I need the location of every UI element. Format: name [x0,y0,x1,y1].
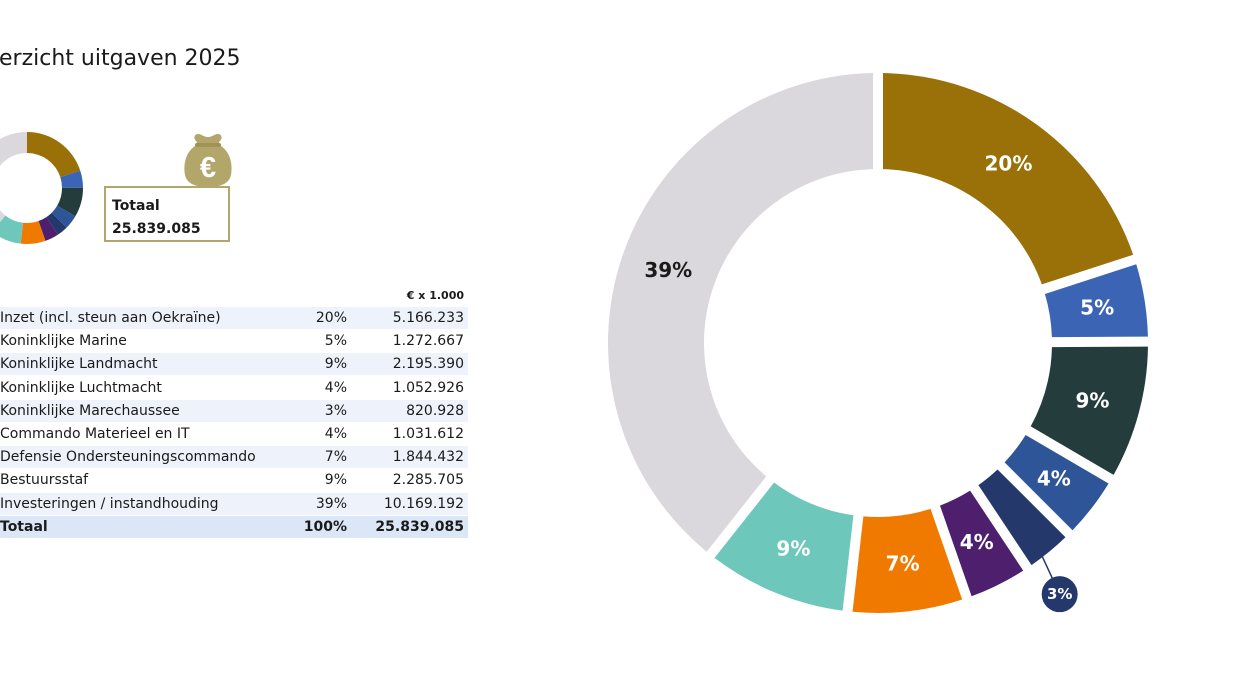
row-pct: 3% [324,402,347,419]
slice-label: 20% [985,151,1033,175]
unit-label: € x 1.000 [406,289,464,302]
slice-label: 3% [1047,585,1072,603]
slice-8 [0,132,27,223]
row-name: Koninklijke Luchtmacht [0,379,162,396]
row-amount: 820.928 [406,402,464,419]
row-pct: 9% [324,356,347,373]
table-row: Koninklijke Luchtmacht 4% 1.052.926 [0,377,468,399]
slice-3 [51,205,76,228]
slice-5 [38,217,58,241]
euro-symbol: € [200,152,216,184]
slice-6 [852,508,963,613]
table-header: € x 1.000 [0,287,468,307]
row-name: Investeringen / instandhouding [0,495,219,512]
row-pct: 7% [324,449,347,466]
row-name: Koninklijke Marechaussee [0,402,180,419]
row-amount: 5.166.233 [392,310,464,326]
main-donut-chart: 20% 5% 9% 4% 3% 4% 7% 9% 39% [608,73,1148,613]
table-row: Bestuursstaf 9% 2.285.705 [0,469,468,491]
slice-2 [1030,346,1148,475]
row-amount: 1.031.612 [392,425,464,442]
table-row: Koninklijke Landmacht 9% 2.195.390 [0,353,468,376]
table-total-row: Totaal 100% 25.839.085 [0,515,468,538]
slice-5 [939,490,1024,597]
slice-4 [46,212,67,235]
total-value: 25.839.085 [112,221,201,237]
slice-7 [0,215,24,244]
total-row-amount: 25.839.085 [375,518,464,535]
row-pct: 5% [324,333,347,350]
slice-1 [1044,264,1148,338]
slice-label: 39% [644,258,692,282]
row-name: Defensie Ondersteuningscommando [0,449,256,466]
slice-label: 7% [886,552,920,576]
slice-8 [608,73,874,552]
table-row: Inzet (incl. steun aan Oekraïne) 20% 5.166… [0,307,468,329]
slice-2 [57,187,83,217]
row-name: Bestuursstaf [0,472,89,489]
slice-3 [1004,435,1109,531]
slice-1 [60,170,83,188]
expenditure-table: € x 1.000 Inzet (incl. steun aan Oekraïn… [0,287,468,539]
row-pct: 9% [324,472,347,489]
label-bubble [1041,576,1078,613]
slice-0 [882,73,1134,285]
total-label: Totaal [112,198,160,214]
slice-label: 5% [1080,296,1114,320]
row-amount: 1.272.667 [392,333,464,350]
row-pct: 39% [315,495,347,512]
row-amount: 2.195.390 [392,356,464,373]
row-amount: 1.052.926 [392,379,464,396]
row-pct: 4% [324,425,347,442]
row-name: Commando Materieel en IT [0,425,190,442]
row-amount: 1.844.432 [392,449,464,466]
table-row: Koninklijke Marechaussee 3% 820.928 [0,399,468,422]
table-row: Defensie Ondersteuningscommando 7% 1.844.4… [0,446,468,469]
row-pct: 20% [315,310,347,326]
slice-0 [27,132,81,178]
row-name: Koninklijke Marine [0,333,127,350]
row-name: Inzet (incl. steun aan Oekraïne) [0,310,221,326]
slice-4 [978,469,1066,566]
table-row: Commando Materieel en IT 4% 1.031.612 [0,423,468,445]
row-amount: 2.285.705 [392,472,464,489]
slice-label: 9% [776,536,810,560]
page-title: verzicht uitgaven 2025 [0,46,241,71]
slice-label: 4% [960,530,994,554]
total-row-pct: 100% [303,518,347,535]
slice-label: 9% [1075,388,1109,412]
row-pct: 4% [324,379,347,396]
table-row: Investeringen / instandhouding 39% 10.169.… [0,492,468,515]
slice-label: 4% [1037,467,1071,491]
row-amount: 10.169.192 [383,495,464,512]
table-row: Koninklijke Marine 5% 1.272.667 [0,330,468,352]
table-body: Inzet (incl. steun aan Oekraïne) 20% 5.166… [0,307,468,515]
total-row-name: Totaal [0,518,48,535]
row-name: Koninklijke Landmacht [0,356,158,373]
slice-7 [714,482,854,611]
slice-6 [20,221,46,244]
total-box: Totaal 25.839.085 [104,186,230,242]
money-bag-icon: € [184,134,232,187]
mini-donut-chart [0,132,83,244]
